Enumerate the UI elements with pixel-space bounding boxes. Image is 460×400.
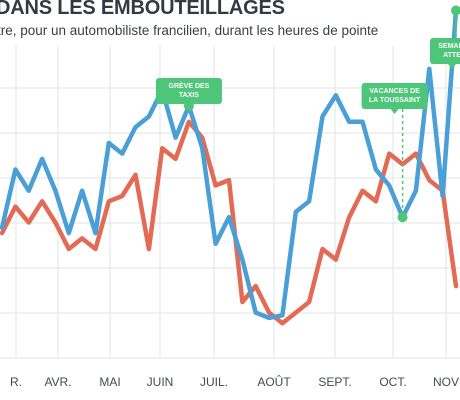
chart-subtitle: tre, pour un automobiliste francilien, d… <box>0 23 379 38</box>
annotation-pointer <box>390 109 399 114</box>
annotation-label: TAXIS <box>179 92 199 99</box>
annotation-box <box>361 83 428 109</box>
x-tick-label: JUIL. <box>200 375 228 389</box>
series-lines <box>0 8 459 326</box>
annotation-label: LA TOUSSAINT <box>369 97 421 104</box>
annotation-dot <box>183 100 194 111</box>
x-tick-label: R. <box>10 375 22 389</box>
annotation-pointer <box>448 64 456 69</box>
x-tick-label: NOV <box>433 375 459 389</box>
series-line <box>0 8 459 321</box>
annotation-label: VACANCES DE <box>369 88 420 95</box>
annotation-box <box>155 78 222 104</box>
annotation-label: ATTE <box>443 52 460 59</box>
x-tick-label: JUIN <box>147 375 174 389</box>
annotation-box <box>430 38 460 64</box>
chart-title: DANS LES EMBOUTEILLAGES <box>0 0 285 19</box>
annotations: GRÈVE DES TAXIS VACANCES DE LA TOUSSAINT SEM… <box>155 5 460 223</box>
x-tick-label: OCT. <box>379 375 406 389</box>
annotation-dot <box>451 5 460 16</box>
x-axis-ticks: R. AVR. MAI JUIN JUIL. AOÛT SEPT. OCT. NOV <box>10 374 459 389</box>
x-tick-label: SEPT. <box>318 375 351 389</box>
annotation-label: GRÈVE DES <box>169 81 210 90</box>
series-line <box>0 119 459 326</box>
x-tick-label: MAI <box>99 375 120 389</box>
x-tick-label: AVR. <box>44 375 71 389</box>
annotation-dot <box>397 212 408 223</box>
x-tick-label: AOÛT <box>257 374 291 389</box>
annotation-label: SEMAIN <box>438 43 460 50</box>
